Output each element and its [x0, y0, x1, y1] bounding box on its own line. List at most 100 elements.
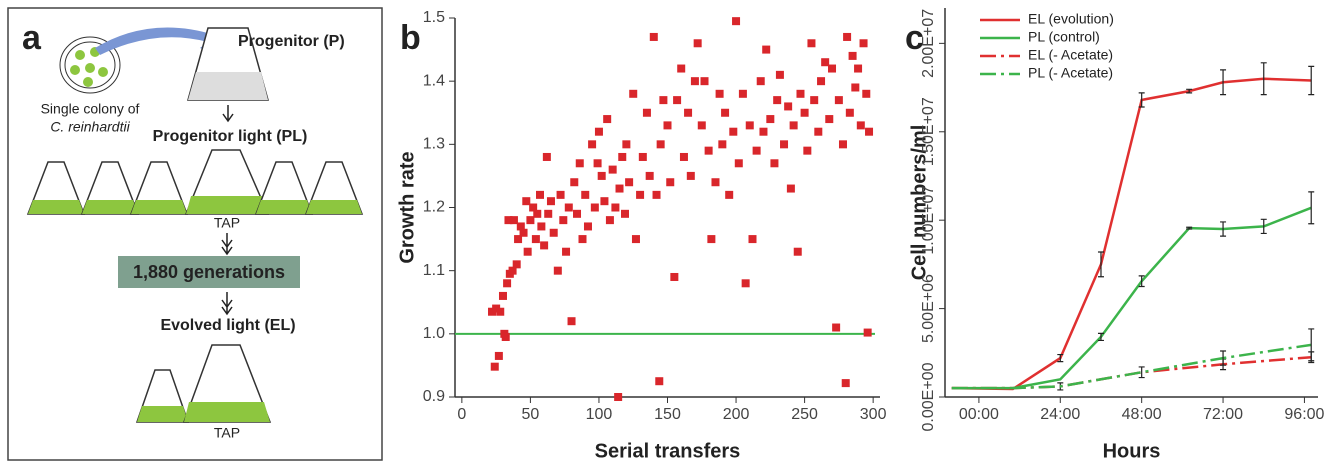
point — [843, 32, 852, 41]
point — [745, 121, 754, 130]
error-bar — [1308, 65, 1315, 96]
x-tick-label: 24:00 — [1040, 406, 1080, 423]
point — [522, 197, 531, 206]
y-axis-title: Cell numbers/ml — [908, 125, 930, 281]
point — [803, 146, 812, 155]
point — [588, 140, 597, 149]
point — [618, 152, 627, 161]
tap-label: TAP — [214, 425, 240, 441]
point — [567, 317, 576, 326]
x-tick-label: 150 — [654, 406, 681, 423]
point — [715, 89, 724, 98]
point — [652, 190, 661, 199]
y-tick-label: 1.2 — [423, 199, 445, 216]
point — [542, 152, 551, 161]
point — [796, 89, 805, 98]
point — [642, 108, 651, 117]
point — [711, 178, 720, 187]
point — [789, 121, 798, 130]
x-axis-title: Serial transfers — [595, 440, 741, 462]
generations-label: 1,880 generations — [133, 262, 285, 282]
point — [504, 216, 513, 225]
point — [759, 127, 768, 136]
point — [865, 127, 874, 136]
x-tick-label: 00:00 — [959, 406, 999, 423]
point — [559, 216, 568, 225]
point — [800, 108, 809, 117]
x-tick-label: 250 — [791, 406, 818, 423]
point — [583, 222, 592, 231]
panel-frame — [7, 7, 383, 461]
progenitor-light-label: Progenitor light (PL) — [153, 128, 308, 145]
point — [770, 159, 779, 168]
point — [659, 96, 668, 105]
point — [631, 235, 640, 244]
error-bar — [1220, 350, 1227, 366]
panel-label: b — [400, 19, 421, 57]
point — [679, 152, 688, 161]
point — [614, 393, 623, 401]
point — [663, 121, 672, 130]
point — [693, 39, 702, 48]
error-bar — [1138, 275, 1145, 288]
x-tick-label: 200 — [723, 406, 750, 423]
colony-label: C. reinhardtii — [50, 119, 130, 135]
point — [564, 203, 573, 212]
flasks — [26, 149, 364, 215]
legend-label: PL (control) — [1028, 29, 1100, 45]
y-tick-label: 0.9 — [423, 388, 445, 405]
point — [666, 178, 675, 187]
point — [490, 362, 499, 371]
error-bar — [1220, 69, 1227, 96]
generations-box — [118, 256, 300, 288]
y-tick-label: 1.50E+07 — [920, 97, 937, 166]
point — [556, 190, 565, 199]
point — [704, 146, 713, 155]
point — [773, 96, 782, 105]
point — [581, 190, 590, 199]
y-tick-label: 5.00E+06 — [920, 274, 937, 343]
legend-label: EL (evolution) — [1028, 11, 1114, 27]
transfer-arrow — [95, 27, 228, 58]
point — [549, 228, 558, 237]
point — [721, 108, 730, 117]
point — [575, 159, 584, 168]
point — [732, 17, 741, 26]
point — [690, 77, 699, 86]
point — [512, 260, 521, 269]
x-axis-title: Hours — [1103, 440, 1161, 462]
point — [526, 216, 535, 225]
x-tick-label: 50 — [522, 406, 540, 423]
point — [537, 222, 546, 231]
error-bar — [1057, 353, 1064, 363]
point — [838, 140, 847, 149]
legend-label: PL (- Acetate) — [1028, 65, 1113, 81]
point — [793, 247, 802, 256]
y-tick-label: 1.00E+07 — [920, 186, 937, 255]
point — [519, 228, 528, 237]
point — [496, 307, 505, 316]
point — [686, 171, 695, 180]
point — [817, 77, 826, 86]
point — [807, 39, 816, 48]
error-bar — [1308, 328, 1315, 362]
y-tick-label: 1.0 — [423, 325, 445, 342]
point — [603, 115, 612, 124]
error-bar — [1186, 226, 1193, 230]
error-bar — [1260, 218, 1267, 235]
point — [851, 83, 860, 92]
point — [775, 70, 784, 79]
error-bar — [1308, 191, 1315, 225]
y-tick-label: 1.1 — [423, 262, 445, 279]
point — [859, 39, 868, 48]
point — [645, 171, 654, 180]
point — [700, 77, 709, 86]
point — [578, 235, 587, 244]
error-bar — [1186, 88, 1193, 94]
flasks — [135, 344, 272, 423]
point — [828, 64, 837, 73]
point — [509, 216, 518, 225]
point — [593, 159, 602, 168]
point — [725, 190, 734, 199]
